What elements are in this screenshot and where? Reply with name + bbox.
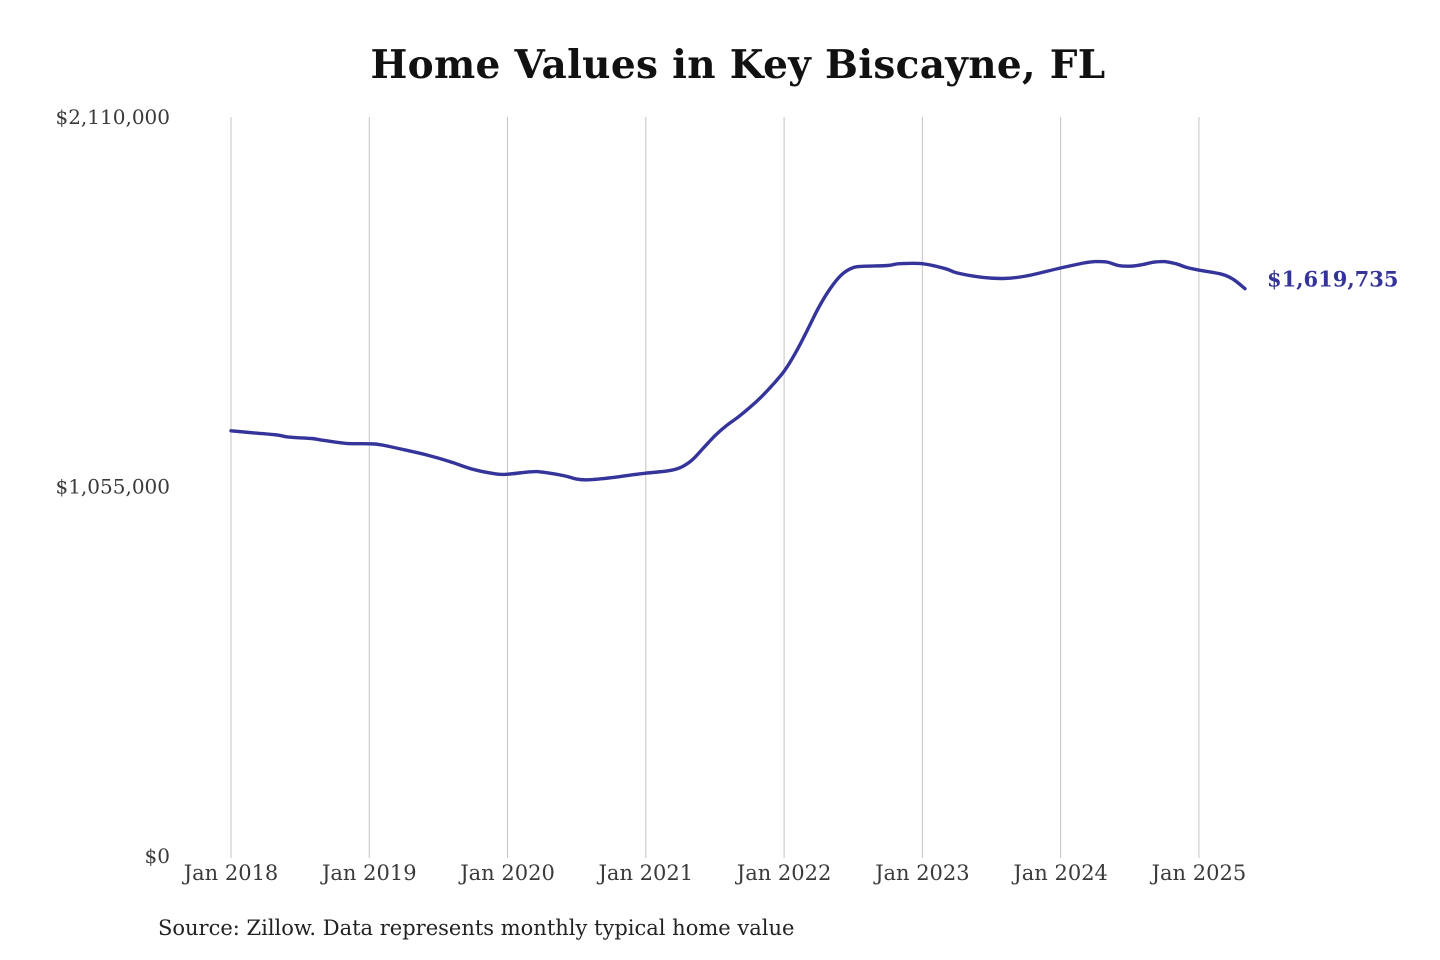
end-value-label: $1,619,735 bbox=[1267, 267, 1399, 292]
chart-title: Home Values in Key Biscayne, FL bbox=[370, 42, 1106, 88]
vertical-gridlines bbox=[230, 117, 1200, 858]
x-tick-label: Jan 2024 bbox=[1011, 861, 1108, 885]
series-line-home-value bbox=[229, 259, 1247, 482]
x-tick-label: Jan 2020 bbox=[458, 861, 555, 885]
x-axis-tick-labels: Jan 2018 Jan 2019 Jan 2020 Jan 2021 Jan 2022… bbox=[182, 861, 1247, 885]
x-tick-label: Jan 2021 bbox=[597, 861, 694, 885]
series-lines bbox=[229, 259, 1247, 482]
y-tick-label: $2,110,000 bbox=[55, 105, 170, 129]
x-tick-label: Jan 2023 bbox=[873, 861, 970, 885]
y-tick-label: $1,055,000 bbox=[55, 475, 170, 499]
x-tick-label: Jan 2018 bbox=[182, 861, 279, 885]
x-tick-label: Jan 2022 bbox=[735, 861, 832, 885]
x-tick-label: Jan 2025 bbox=[1150, 861, 1247, 885]
source-note: Source: Zillow. Data represents monthly … bbox=[158, 916, 795, 940]
y-axis-tick-labels: $0 $1,055,000 $2,110,000 bbox=[55, 105, 170, 868]
data-labels: $1,619,735 bbox=[1267, 267, 1399, 292]
y-tick-label: $0 bbox=[145, 844, 170, 868]
x-tick-label: Jan 2019 bbox=[320, 861, 417, 885]
